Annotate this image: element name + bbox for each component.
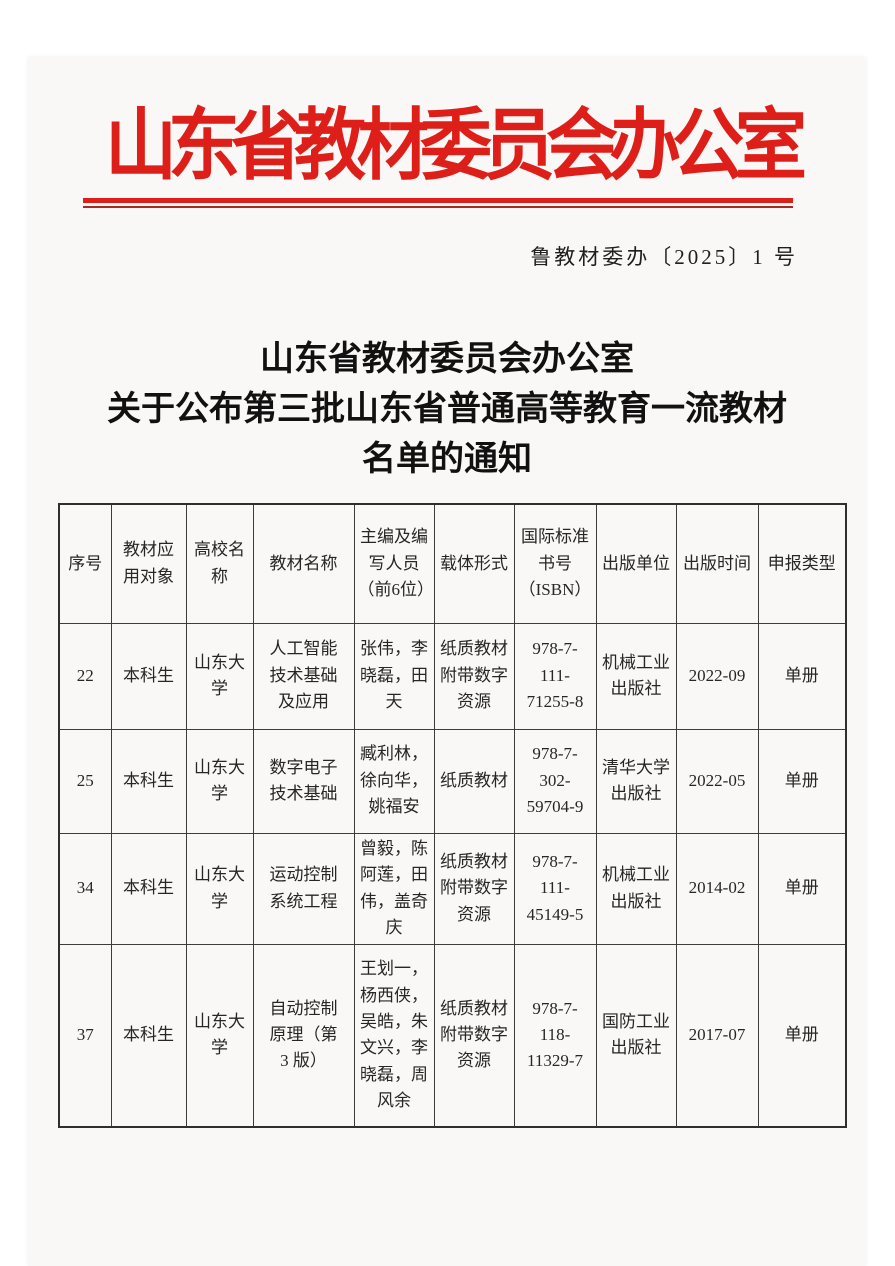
cell-isbn: 978-7-118-11329-7 [513,943,597,1128]
cell-book-title: 数字电子技术基础 [252,728,355,834]
col-header-isbn: 国际标准书号（ISBN） [513,503,597,624]
cell-application-type: 单册 [757,943,847,1128]
red-separator-thick [83,198,793,203]
cell-seq: 34 [58,832,112,945]
notice-title: 山东省教材委员会办公室 关于公布第三批山东省普通高等教育一流教材 名单的通知 [28,335,866,485]
cell-pub-date: 2014-02 [675,832,759,945]
cell-audience: 本科生 [110,622,187,730]
table-row: 25 本科生 山东大学 数字电子技术基础 臧利林，徐向华，姚福安 纸质教材 97… [58,728,847,834]
cell-application-type: 单册 [757,728,847,834]
col-header-university: 高校名称 [185,503,254,624]
table-row: 37 本科生 山东大学 自动控制原理（第 3 版） 王划一，杨西侠，吴皓，朱文兴… [58,943,847,1128]
cell-publisher: 清华大学出版社 [595,728,677,834]
col-header-editors: 主编及编写人员（前6位） [353,503,435,624]
cell-pub-date: 2022-05 [675,728,759,834]
col-header-audience: 教材应用对象 [110,503,187,624]
textbook-table: 序号 教材应用对象 高校名称 教材名称 主编及编写人员（前6位） 载体形式 国际… [58,503,847,1128]
col-header-pub-date: 出版时间 [675,503,759,624]
cell-audience: 本科生 [110,832,187,945]
col-header-seq: 序号 [58,503,112,624]
cell-university: 山东大学 [185,622,254,730]
cell-book-title: 自动控制原理（第 3 版） [252,943,355,1128]
cell-audience: 本科生 [110,728,187,834]
col-header-format: 载体形式 [433,503,515,624]
cell-publisher: 国防工业出版社 [595,943,677,1128]
document-page: 山东省教材委员会办公室 鲁教材委办〔2025〕1 号 山东省教材委员会办公室 关… [28,57,866,1266]
notice-title-line2: 关于公布第三批山东省普通高等教育一流教材 [107,391,787,428]
cell-application-type: 单册 [757,832,847,945]
cell-publisher: 机械工业出版社 [595,622,677,730]
cell-isbn: 978-7-111-71255-8 [513,622,597,730]
cell-editors: 曾毅，陈阿莲，田伟，盖奇庆 [353,832,435,945]
notice-title-line1: 山东省教材委员会办公室 [260,341,634,378]
cell-pub-date: 2022-09 [675,622,759,730]
letterhead-title: 山东省教材委员会办公室 [104,102,807,190]
cell-university: 山东大学 [185,832,254,945]
col-header-book-title: 教材名称 [252,503,355,624]
cell-format: 纸质教材附带数字资源 [433,943,515,1128]
cell-editors: 张伟，李晓磊，田天 [353,622,435,730]
cell-editors: 王划一，杨西侠，吴皓，朱文兴，李晓磊，周风余 [353,943,435,1128]
cell-application-type: 单册 [757,622,847,730]
col-header-publisher: 出版单位 [595,503,677,624]
cell-seq: 25 [58,728,112,834]
cell-editors: 臧利林，徐向华，姚福安 [353,728,435,834]
cell-pub-date: 2017-07 [675,943,759,1128]
cell-book-title: 人工智能技术基础及应用 [252,622,355,730]
cell-seq: 37 [58,943,112,1128]
table-row: 34 本科生 山东大学 运动控制系统工程 曾毅，陈阿莲，田伟，盖奇庆 纸质教材附… [58,832,847,945]
table-header-row: 序号 教材应用对象 高校名称 教材名称 主编及编写人员（前6位） 载体形式 国际… [58,503,847,624]
cell-isbn: 978-7-111-45149-5 [513,832,597,945]
cell-seq: 22 [58,622,112,730]
cell-book-title: 运动控制系统工程 [252,832,355,945]
cell-format: 纸质教材附带数字资源 [433,622,515,730]
cell-university: 山东大学 [185,728,254,834]
cell-audience: 本科生 [110,943,187,1128]
notice-title-line3: 名单的通知 [362,441,532,478]
cell-format: 纸质教材 [433,728,515,834]
cell-format: 纸质教材附带数字资源 [433,832,515,945]
table-row: 22 本科生 山东大学 人工智能技术基础及应用 张伟，李晓磊，田天 纸质教材附带… [58,622,847,730]
cell-isbn: 978-7-302-59704-9 [513,728,597,834]
cell-university: 山东大学 [185,943,254,1128]
col-header-application-type: 申报类型 [757,503,847,624]
doc-number: 鲁教材委办〔2025〕1 号 [530,245,798,269]
red-separator-thin [83,206,793,208]
cell-publisher: 机械工业出版社 [595,832,677,945]
